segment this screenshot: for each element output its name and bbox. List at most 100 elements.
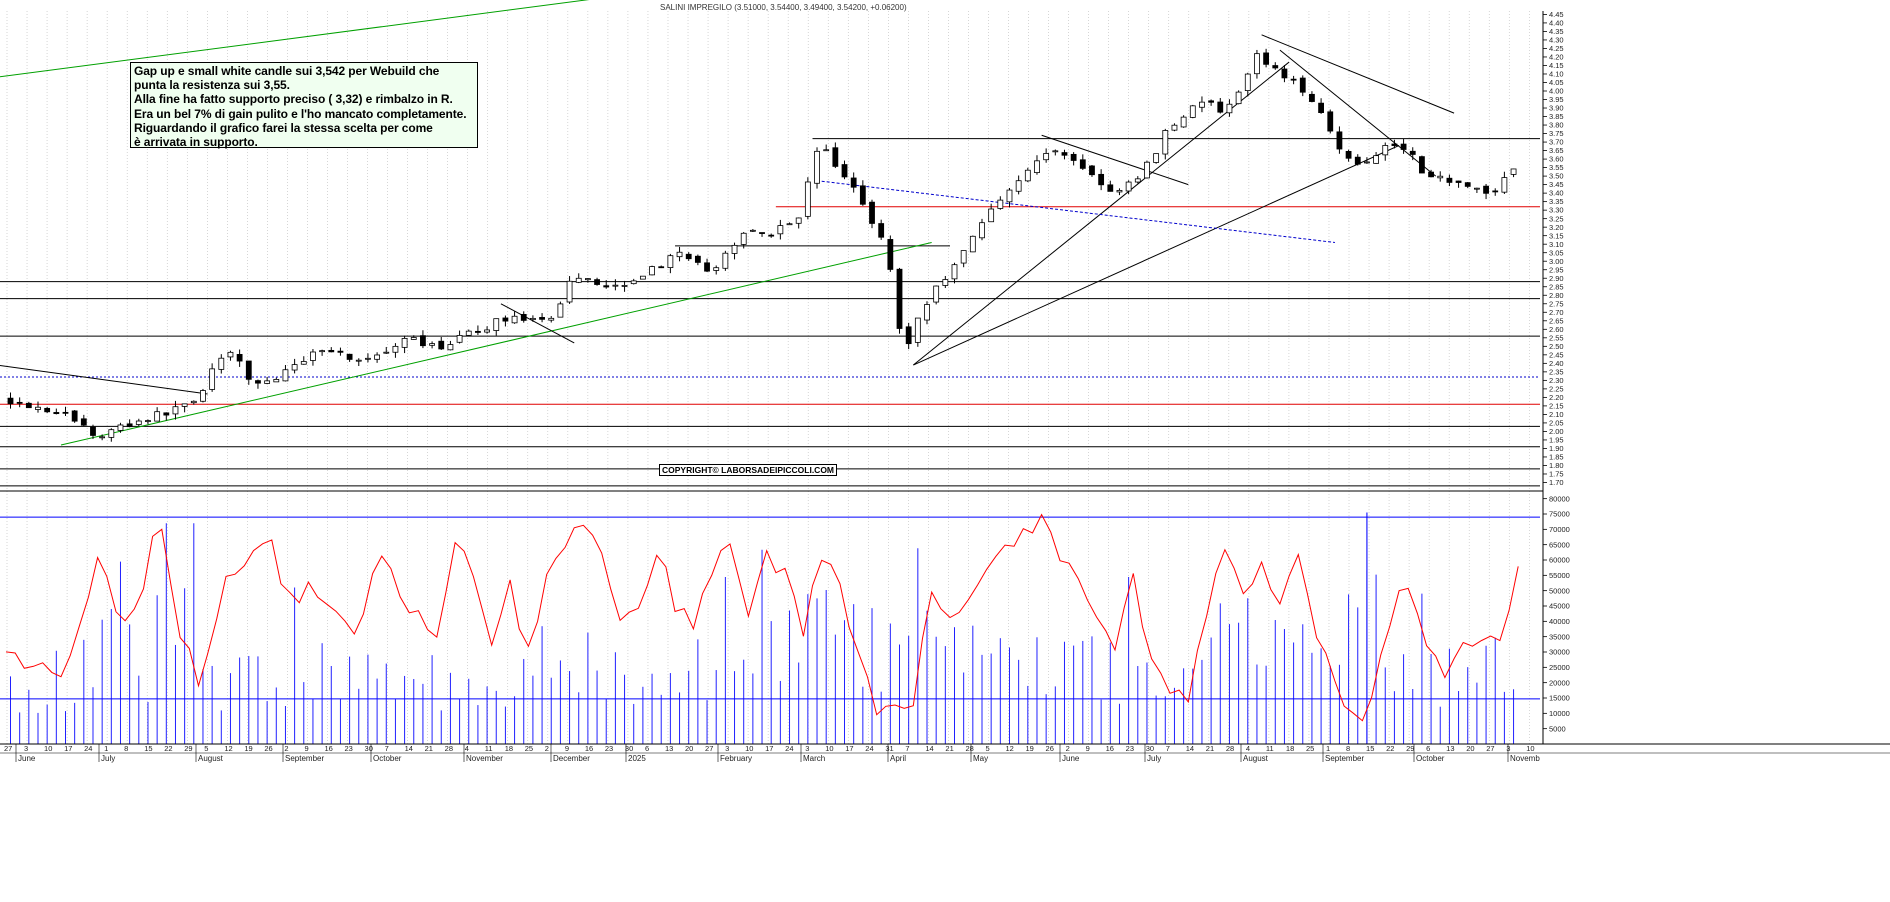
candle-body [667, 255, 674, 268]
candle-body [227, 351, 234, 358]
month-label: December [553, 754, 590, 763]
copyright-label: COPYRIGHT© LABORSADEIPICCOLI.COM [659, 464, 838, 476]
volume-tick-label: 10000 [1549, 709, 1570, 718]
y-tick-label: 4.45 [1549, 10, 1564, 19]
y-tick-label: 3.85 [1549, 112, 1564, 121]
candle-body [1162, 130, 1169, 155]
candle-body [933, 285, 940, 303]
candle-body [795, 217, 802, 224]
candle-body [484, 329, 490, 333]
trend-line [500, 303, 575, 344]
candle-body [1098, 173, 1105, 186]
y-tick-label: 3.65 [1549, 146, 1564, 155]
date-tick-label: 7 [1166, 744, 1170, 753]
candle-body [300, 361, 307, 365]
candle-body [319, 350, 326, 353]
y-tick-label: 2.15 [1549, 401, 1564, 410]
volume-tick-label: 15000 [1549, 694, 1570, 703]
month-label: Novemb [1510, 754, 1540, 763]
candle-body [1373, 155, 1379, 164]
month-label: October [373, 754, 402, 763]
note-line-6: è arrivata in supporto. [134, 135, 258, 150]
volume-tick-label: 55000 [1549, 571, 1570, 580]
note-line-3: Alla fine ha fatto supporto preciso ( 3,… [134, 92, 453, 107]
candle-body [511, 315, 518, 324]
candle-body [410, 337, 417, 340]
candle-body [786, 223, 793, 226]
candle-body [355, 359, 362, 362]
candle-body [1070, 153, 1077, 161]
date-tick-label: 10 [44, 744, 52, 753]
month-label: 2025 [628, 754, 646, 763]
y-tick-label: 1.75 [1549, 470, 1564, 479]
candle-body [841, 164, 848, 178]
candle-body [420, 335, 426, 347]
volume-panel [0, 512, 1540, 744]
candle-body [1290, 78, 1297, 81]
date-tick-label: 27 [4, 744, 12, 753]
y-tick-label: 1.95 [1549, 436, 1564, 445]
y-tick-label: 4.20 [1549, 53, 1564, 62]
candle-body [988, 208, 995, 223]
date-tick-label: 28 [1226, 744, 1234, 753]
volume-tick-label: 30000 [1549, 648, 1570, 657]
date-tick-label: 23 [345, 744, 353, 753]
candle-body [1217, 101, 1224, 113]
candle-body [1299, 77, 1306, 93]
candle-body [1079, 159, 1086, 169]
candle-body [1318, 102, 1324, 113]
candle-body [649, 266, 655, 276]
date-tick-label: 18 [1286, 744, 1294, 753]
candle-body [979, 222, 985, 239]
y-tick-label: 4.00 [1549, 87, 1564, 96]
candle-body [969, 235, 976, 253]
candle-body [502, 317, 509, 322]
candle-body [163, 412, 170, 416]
candle-body [1382, 145, 1389, 156]
candle-body [1116, 190, 1123, 193]
volume-tick-label: 40000 [1549, 617, 1570, 626]
month-label: March [803, 754, 825, 763]
candle-body [520, 314, 527, 321]
candle-body [365, 357, 371, 360]
date-tick-label: 13 [665, 744, 673, 753]
y-tick-label: 2.60 [1549, 325, 1564, 334]
date-tick-label: 3 [1506, 744, 1510, 753]
candle-body [273, 379, 280, 383]
date-tick-label: 22 [164, 744, 172, 753]
date-tick-label: 10 [825, 744, 833, 753]
candle-body [1180, 116, 1187, 128]
date-tick-label: 29 [184, 744, 192, 753]
date-tick-label: 23 [1126, 744, 1134, 753]
candle-body [630, 280, 637, 285]
month-label: May [973, 754, 988, 763]
y-tick-label: 1.80 [1549, 461, 1564, 470]
y-tick-label: 2.85 [1549, 282, 1564, 291]
candle-body [1015, 180, 1022, 192]
candle-body [749, 229, 756, 232]
candle-body [25, 402, 32, 409]
candle-body [1171, 124, 1178, 131]
y-tick-label: 4.15 [1549, 61, 1564, 70]
y-tick-label: 3.05 [1549, 248, 1564, 257]
y-tick-label: 2.30 [1549, 376, 1564, 385]
candle-body [282, 369, 289, 382]
candle-body [530, 317, 536, 321]
candle-body [1006, 189, 1013, 203]
candle-body [832, 147, 839, 167]
candle-body [722, 252, 729, 269]
volume-tick-label: 20000 [1549, 678, 1570, 687]
trend-line [821, 180, 1335, 243]
candle-body [731, 244, 738, 254]
candle-body [392, 345, 399, 353]
candle-body [575, 277, 582, 283]
date-tick-label: 6 [645, 744, 649, 753]
y-tick-label: 3.50 [1549, 172, 1564, 181]
candle-body [1391, 143, 1398, 146]
date-tick-label: 4 [1246, 744, 1250, 753]
date-tick-label: 2 [545, 744, 549, 753]
date-tick-label: 31 [885, 744, 893, 753]
candle-body [1244, 73, 1251, 91]
date-tick-label: 8 [124, 744, 128, 753]
